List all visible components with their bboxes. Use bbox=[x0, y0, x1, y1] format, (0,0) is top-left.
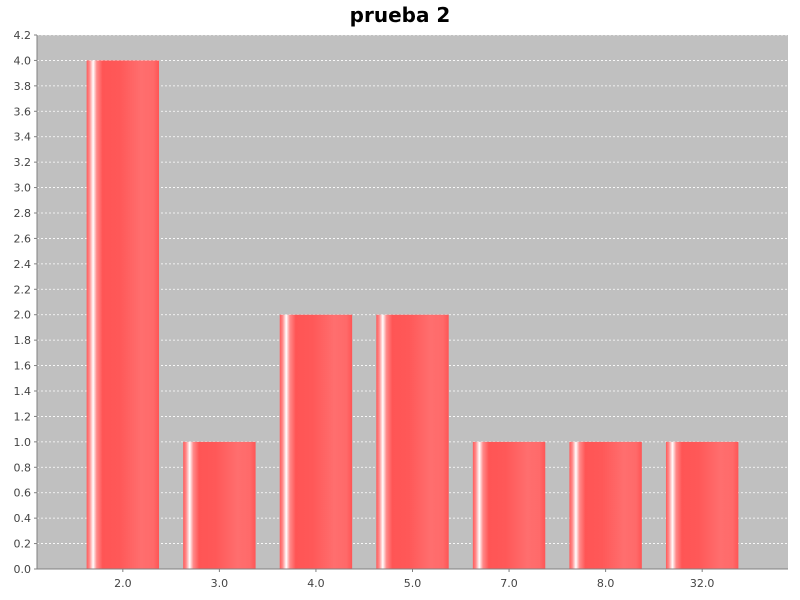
y-tick-label: 2.2 bbox=[14, 283, 32, 296]
y-tick-label: 0.2 bbox=[14, 538, 32, 551]
y-tick-label: 0.0 bbox=[14, 563, 32, 576]
y-tick-label: 3.4 bbox=[14, 131, 32, 144]
x-tick-label: 32.0 bbox=[690, 577, 715, 590]
x-tick-label: 8.0 bbox=[597, 577, 615, 590]
y-tick-label: 2.4 bbox=[14, 258, 32, 271]
bar-32.0 bbox=[665, 441, 739, 569]
y-tick-label: 2.6 bbox=[14, 232, 32, 245]
bar-8.0 bbox=[569, 441, 642, 569]
y-tick-label: 3.0 bbox=[14, 182, 32, 195]
bar-5.0 bbox=[376, 314, 449, 569]
bar-3.0 bbox=[183, 441, 256, 569]
y-tick-label: 0.6 bbox=[14, 487, 32, 500]
bar-2.0 bbox=[86, 60, 160, 570]
y-tick-label: 1.6 bbox=[14, 360, 32, 373]
bar-4.0 bbox=[279, 314, 353, 569]
y-tick-label: 3.8 bbox=[14, 80, 32, 93]
y-tick-label: 4.0 bbox=[14, 54, 32, 67]
y-tick-label: 1.4 bbox=[14, 385, 32, 398]
x-tick-label: 4.0 bbox=[307, 577, 325, 590]
chart-title: prueba 2 bbox=[349, 3, 451, 27]
y-tick-label: 3.6 bbox=[14, 105, 32, 118]
y-tick-label: 4.2 bbox=[14, 29, 32, 42]
y-tick-label: 1.2 bbox=[14, 410, 32, 423]
y-tick-label: 3.2 bbox=[14, 156, 32, 169]
y-tick-label: 2.8 bbox=[14, 207, 32, 220]
y-tick-label: 1.0 bbox=[14, 436, 32, 449]
x-tick-label: 7.0 bbox=[500, 577, 518, 590]
y-tick-label: 1.8 bbox=[14, 334, 32, 347]
y-tick-label: 0.8 bbox=[14, 461, 32, 474]
x-tick-label: 3.0 bbox=[211, 577, 229, 590]
y-tick-label: 0.4 bbox=[14, 512, 32, 525]
x-tick-label: 2.0 bbox=[114, 577, 132, 590]
bar-7.0 bbox=[472, 441, 546, 569]
y-tick-label: 2.0 bbox=[14, 309, 32, 322]
x-tick-label: 5.0 bbox=[404, 577, 422, 590]
